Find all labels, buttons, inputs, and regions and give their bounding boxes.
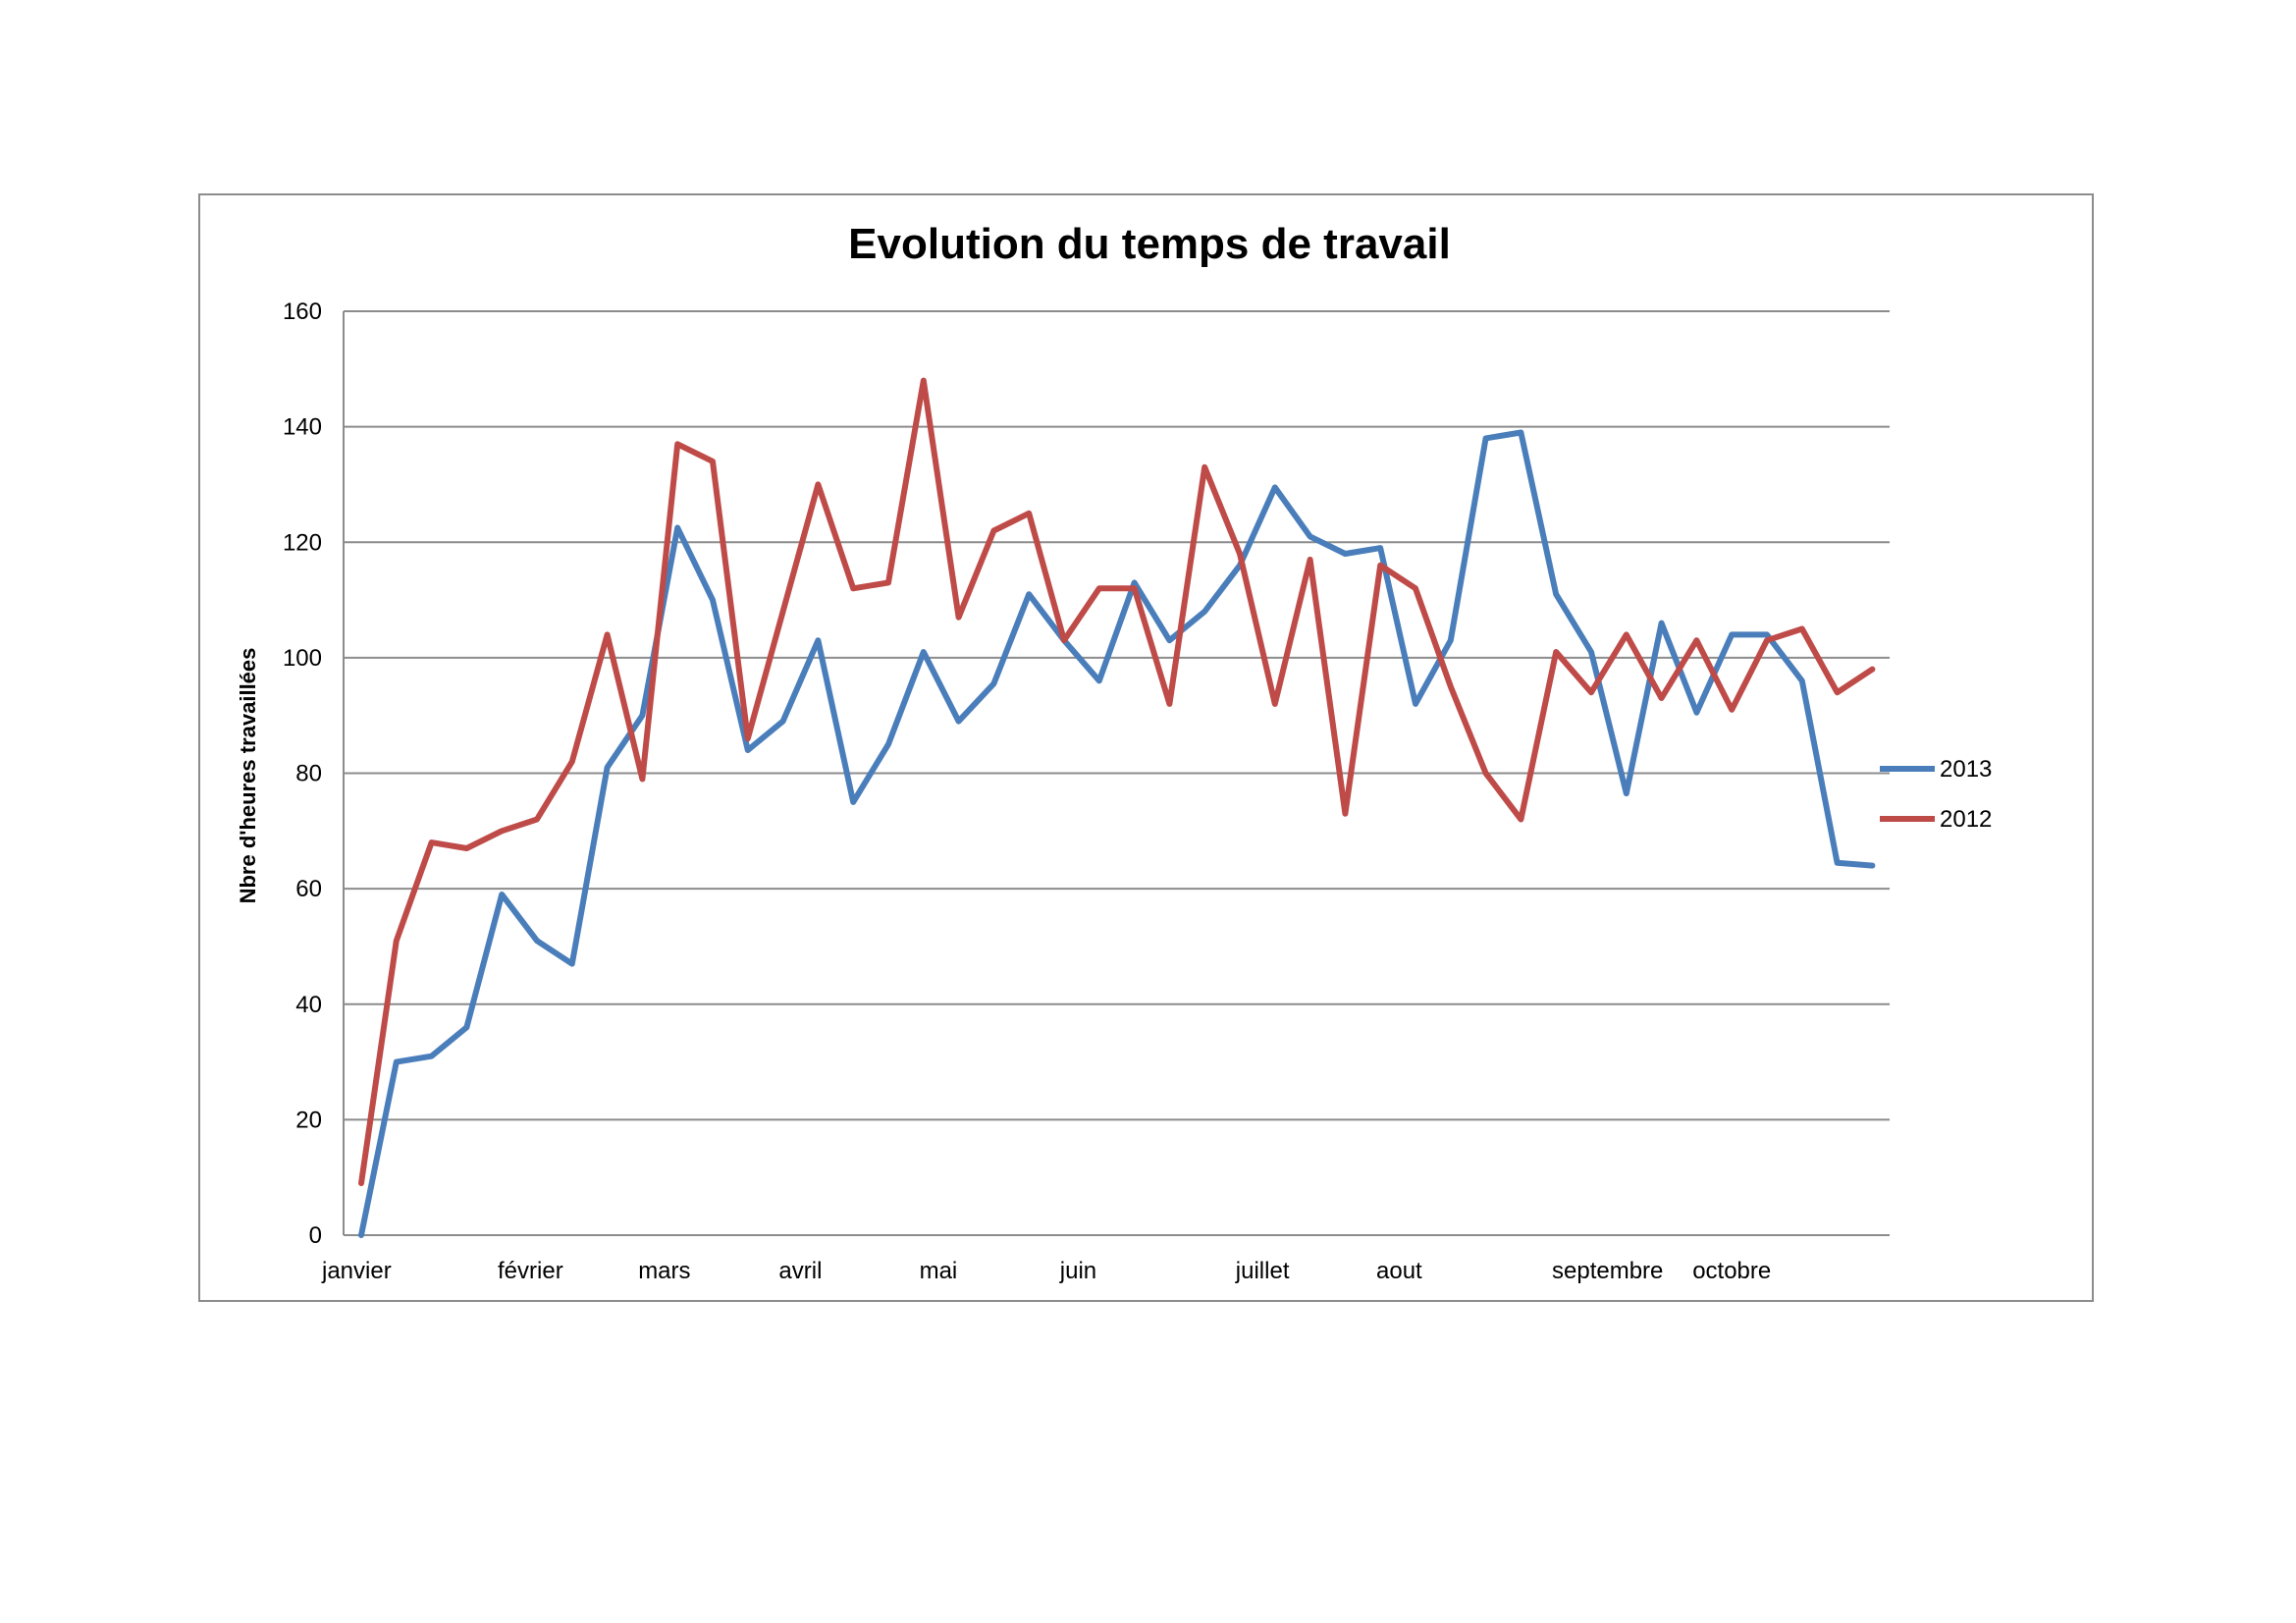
y-tick-label-120: 120 bbox=[283, 529, 322, 556]
x-tick-label-février: février bbox=[498, 1258, 563, 1284]
chart-title: Evolution du temps de travail bbox=[848, 220, 1451, 268]
gridlines bbox=[344, 310, 1890, 1236]
y-tick-label-100: 100 bbox=[283, 645, 322, 672]
chart-frame: Evolution du temps de travail 0 20 40 60 80 1… bbox=[198, 193, 2094, 1302]
y-tick-label-20: 20 bbox=[295, 1107, 322, 1133]
x-tick-label-septembre: septembre bbox=[1552, 1258, 1663, 1284]
x-tick-label-mai: mai bbox=[920, 1258, 958, 1284]
x-tick-label-janvier: janvier bbox=[321, 1258, 392, 1284]
series-line-2012 bbox=[358, 377, 1876, 1187]
legend: 2013 2012 bbox=[1880, 756, 1992, 833]
y-axis-label: Nbre d'heures travaillées bbox=[236, 648, 260, 904]
x-tick-label-juillet: juillet bbox=[1235, 1258, 1290, 1284]
x-tick-label-mars: mars bbox=[638, 1258, 690, 1284]
series-lines bbox=[358, 377, 1876, 1238]
x-tick-labels: janvier février mars avril mai juin juillet aou… bbox=[321, 1258, 1771, 1284]
x-tick-label-aout: aout bbox=[1376, 1258, 1422, 1284]
y-tick-labels: 0 20 40 60 80 100 120 140 160 bbox=[283, 298, 322, 1249]
line-chart: Evolution du temps de travail 0 20 40 60 80 1… bbox=[236, 220, 1992, 1284]
x-tick-label-juin: juin bbox=[1059, 1258, 1096, 1284]
y-tick-label-80: 80 bbox=[295, 761, 322, 787]
legend-label-2013: 2013 bbox=[1940, 756, 1992, 783]
y-tick-label-160: 160 bbox=[283, 298, 322, 325]
legend-label-2012: 2012 bbox=[1940, 806, 1992, 833]
x-tick-label-octobre: octobre bbox=[1692, 1258, 1771, 1284]
y-tick-label-40: 40 bbox=[295, 992, 322, 1018]
y-tick-label-0: 0 bbox=[309, 1222, 322, 1249]
y-tick-label-140: 140 bbox=[283, 414, 322, 441]
y-tick-label-60: 60 bbox=[295, 876, 322, 902]
x-tick-label-avril: avril bbox=[778, 1258, 822, 1284]
series-line-2013 bbox=[358, 429, 1876, 1238]
